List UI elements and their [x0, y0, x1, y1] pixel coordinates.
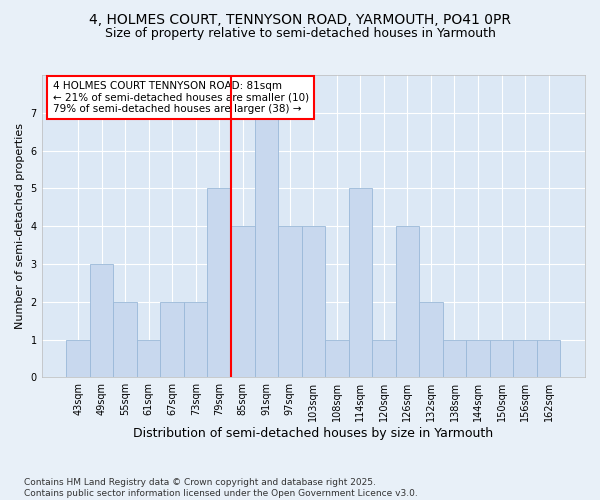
Bar: [349, 188, 372, 378]
Bar: [231, 226, 254, 378]
Bar: [184, 302, 208, 378]
Bar: [325, 340, 349, 378]
Bar: [67, 340, 90, 378]
Bar: [537, 340, 560, 378]
Bar: [513, 340, 537, 378]
Text: Size of property relative to semi-detached houses in Yarmouth: Size of property relative to semi-detach…: [104, 28, 496, 40]
Bar: [278, 226, 302, 378]
Bar: [302, 226, 325, 378]
Bar: [443, 340, 466, 378]
Bar: [419, 302, 443, 378]
Bar: [490, 340, 513, 378]
Bar: [395, 226, 419, 378]
Bar: [137, 340, 160, 378]
Bar: [113, 302, 137, 378]
Bar: [90, 264, 113, 378]
Text: 4, HOLMES COURT, TENNYSON ROAD, YARMOUTH, PO41 0PR: 4, HOLMES COURT, TENNYSON ROAD, YARMOUTH…: [89, 12, 511, 26]
Text: 4 HOLMES COURT TENNYSON ROAD: 81sqm
← 21% of semi-detached houses are smaller (1: 4 HOLMES COURT TENNYSON ROAD: 81sqm ← 21…: [53, 81, 308, 114]
Bar: [208, 188, 231, 378]
Bar: [254, 113, 278, 378]
Text: Contains HM Land Registry data © Crown copyright and database right 2025.
Contai: Contains HM Land Registry data © Crown c…: [24, 478, 418, 498]
Bar: [466, 340, 490, 378]
Bar: [160, 302, 184, 378]
Y-axis label: Number of semi-detached properties: Number of semi-detached properties: [15, 123, 25, 329]
X-axis label: Distribution of semi-detached houses by size in Yarmouth: Distribution of semi-detached houses by …: [133, 427, 493, 440]
Bar: [372, 340, 395, 378]
